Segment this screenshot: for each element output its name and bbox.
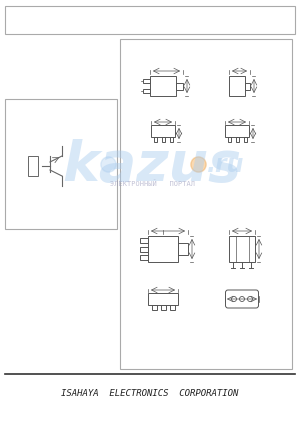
Bar <box>161 137 164 142</box>
Bar <box>151 125 175 137</box>
Bar <box>245 83 250 89</box>
Bar <box>229 76 245 96</box>
Bar <box>140 255 148 260</box>
Bar <box>178 243 188 255</box>
Bar <box>160 305 166 310</box>
Bar <box>150 76 176 96</box>
Bar <box>176 83 183 89</box>
Bar <box>5 99 117 229</box>
Bar <box>152 305 157 310</box>
Bar <box>148 236 178 262</box>
Bar <box>244 137 247 142</box>
Text: .ru: .ru <box>207 153 244 177</box>
Bar <box>120 39 292 369</box>
Bar <box>227 137 230 142</box>
Bar <box>143 89 150 93</box>
Bar <box>225 125 249 137</box>
Bar <box>148 293 178 305</box>
Bar <box>236 137 238 142</box>
Bar <box>229 236 255 262</box>
Bar <box>140 246 148 251</box>
Bar <box>28 156 38 176</box>
Text: ISAHAYA  ELECTRONICS  CORPORATION: ISAHAYA ELECTRONICS CORPORATION <box>61 390 239 399</box>
Bar <box>140 238 148 243</box>
Bar <box>169 305 175 310</box>
Bar <box>169 137 172 142</box>
Text: kazus: kazus <box>62 139 242 193</box>
Text: ЭЛЕКТРОННЫЙ   ПОРТАЛ: ЭЛЕКТРОННЫЙ ПОРТАЛ <box>110 181 194 187</box>
Bar <box>5 6 295 34</box>
Bar <box>154 137 157 142</box>
Bar <box>143 79 150 83</box>
